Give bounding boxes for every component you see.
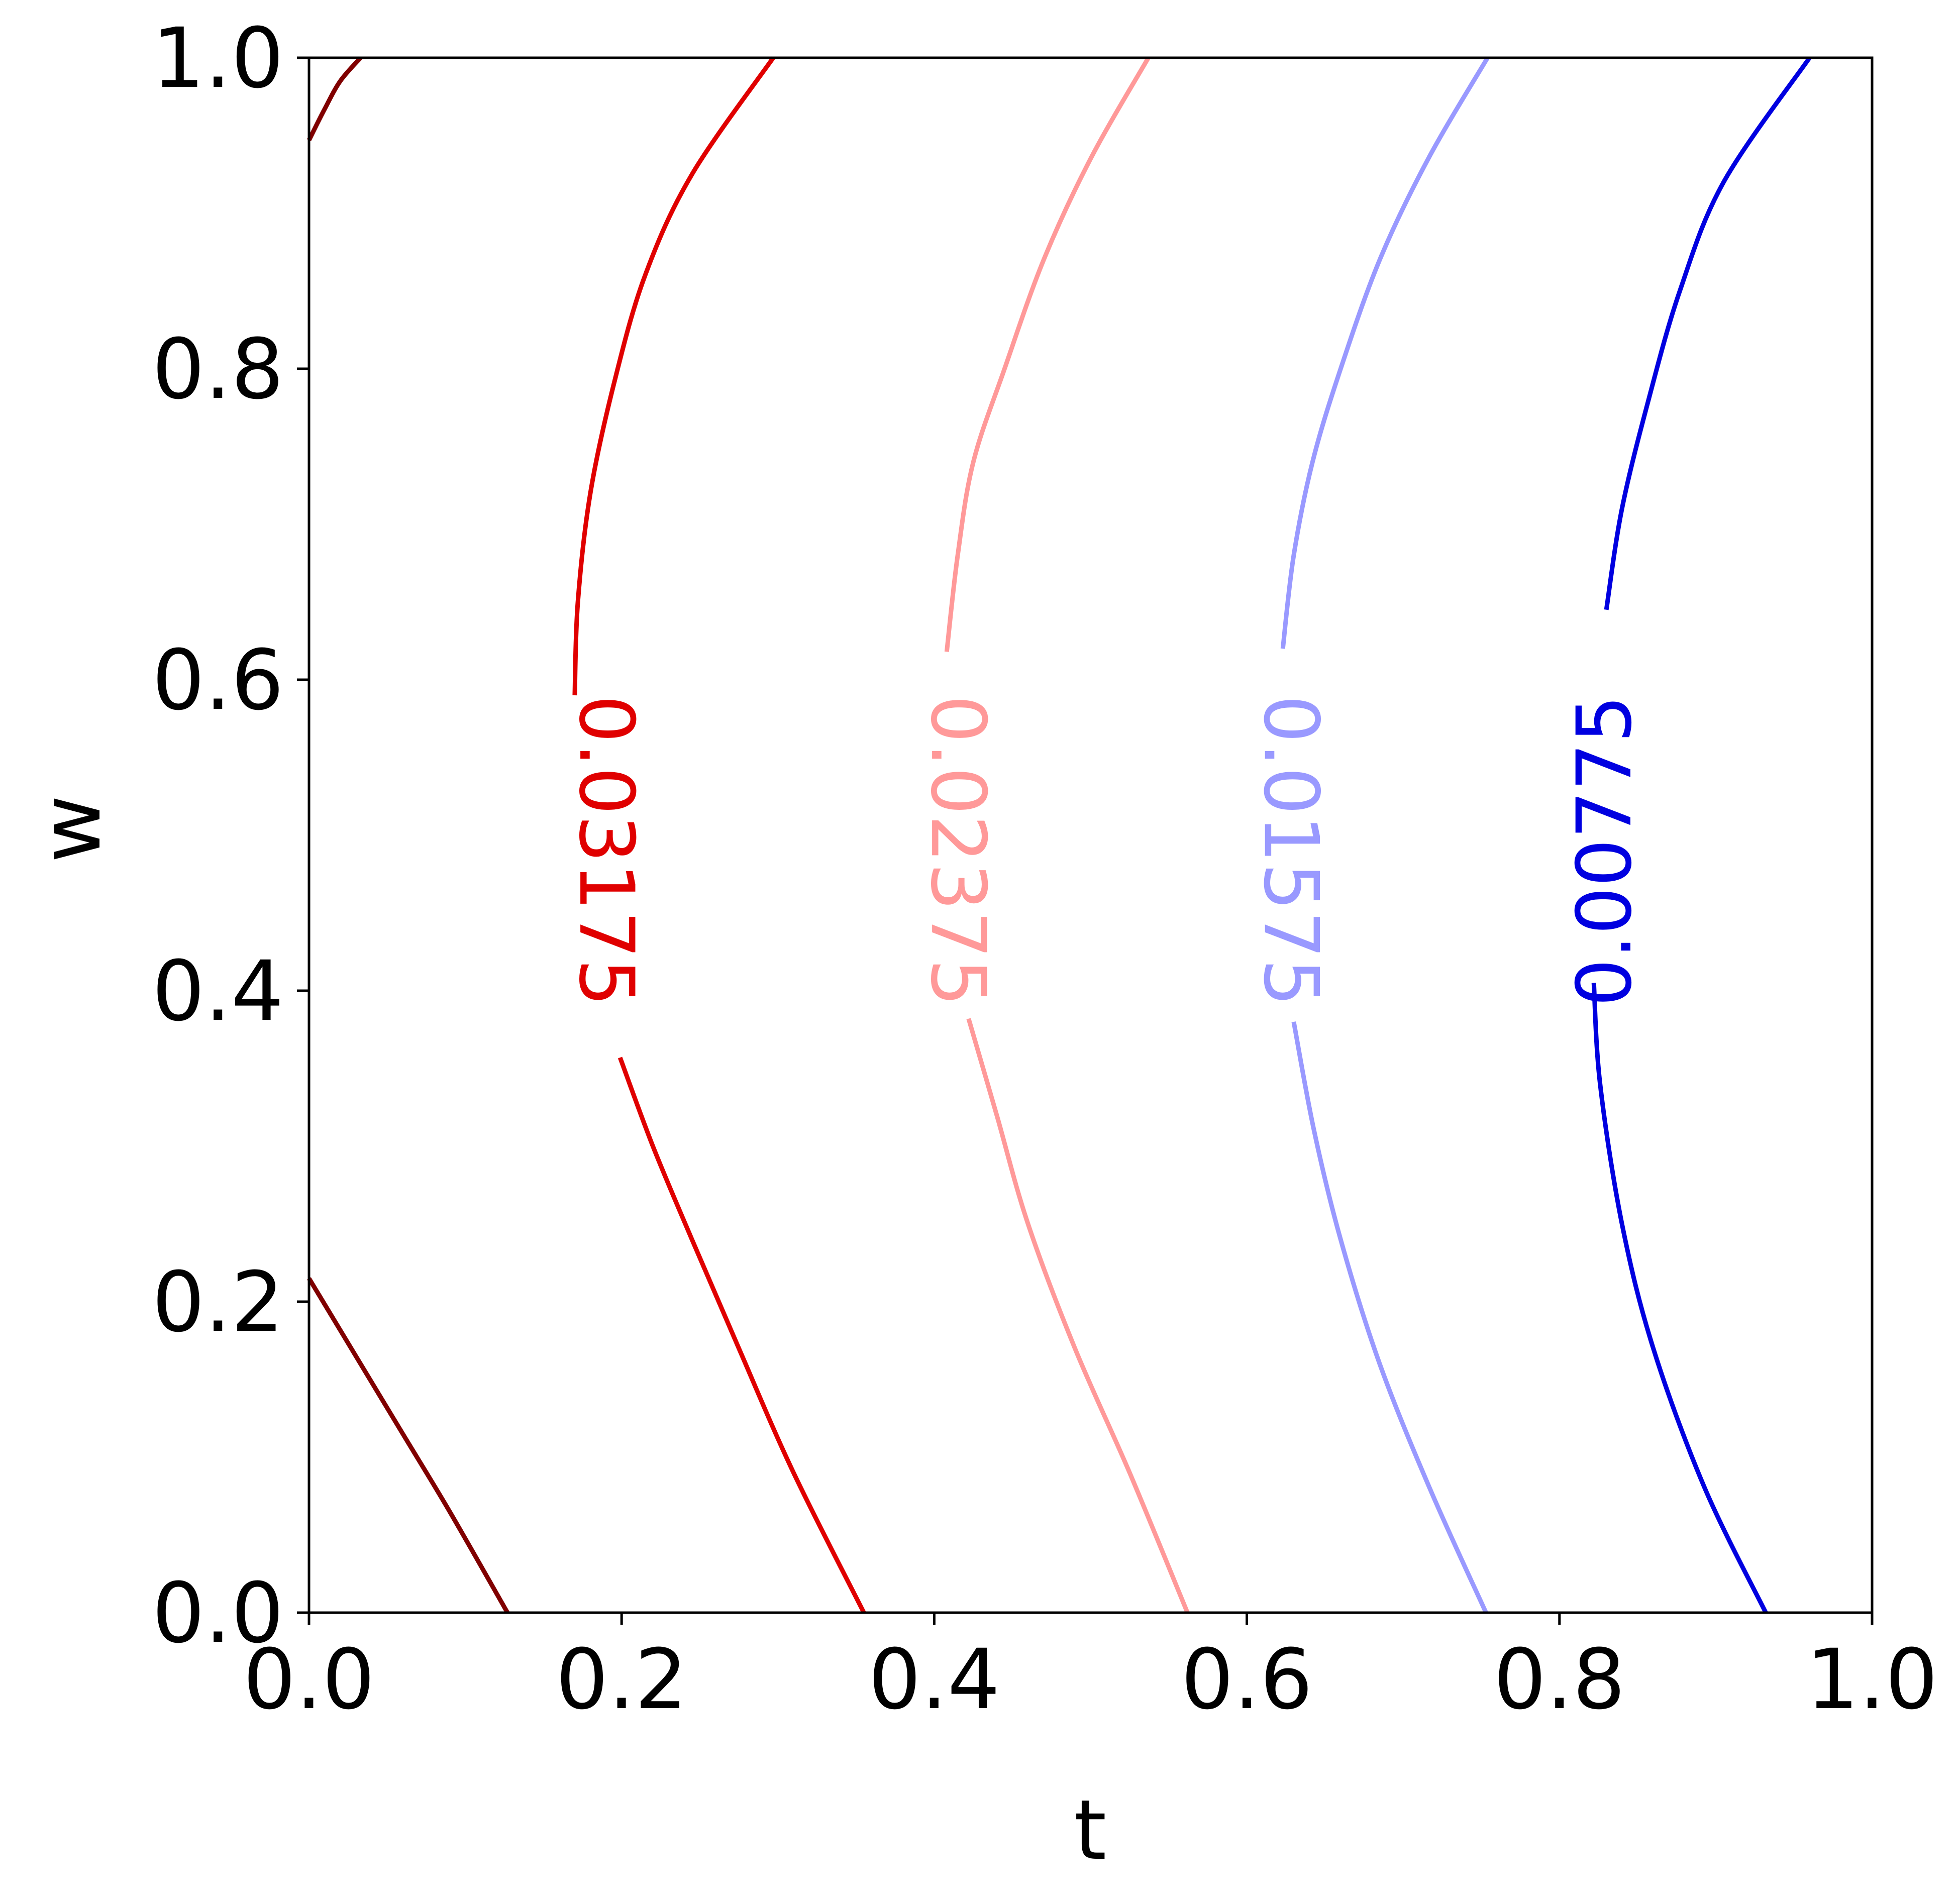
contour-lines — [306, 56, 1812, 1614]
contour-line — [307, 1277, 510, 1614]
y-axis-label: w — [23, 795, 119, 863]
x-tick-label: 0.2 — [556, 1631, 687, 1728]
contour-label: 0.01575 — [1247, 695, 1334, 1006]
x-tick-label: 0.6 — [1181, 1631, 1312, 1728]
y-tick-label: 0.4 — [152, 943, 284, 1039]
y-tick-label: 0.6 — [152, 632, 284, 728]
y-tick-label: 1.0 — [152, 10, 284, 107]
contour-line — [306, 56, 363, 142]
contour-line — [1291, 1021, 1488, 1614]
x-tick-label: 0.8 — [1494, 1631, 1625, 1728]
contour-line — [944, 56, 1151, 652]
x-tick-label: 1.0 — [1806, 1631, 1938, 1728]
contour-line — [1280, 56, 1490, 649]
contour-line — [572, 56, 775, 696]
x-tick-label: 0.0 — [243, 1631, 375, 1728]
contour-line — [1604, 56, 1812, 610]
y-tick-label: 0.2 — [152, 1254, 284, 1350]
x-axis-label: t — [1074, 1782, 1107, 1878]
contour-label: 0.03175 — [562, 695, 650, 1006]
contour-label: 0.02375 — [914, 695, 1001, 1006]
contour-line — [966, 1018, 1190, 1614]
y-tick-label: 0.8 — [152, 321, 284, 417]
plot-frame — [307, 56, 1874, 1614]
contour-line — [617, 1057, 866, 1614]
y-tick-label: 0.0 — [152, 1565, 284, 1661]
contour-labels: 0.03175 0.02375 0.01575 0.00775 — [562, 695, 1648, 1006]
contour-line — [1591, 983, 1768, 1614]
x-tick-label: 0.4 — [868, 1631, 1000, 1728]
axis-ticks: 0.0 0.2 0.4 0.6 0.8 1.0 0.0 0.2 0.4 0.6 0.8 1.0 — [152, 10, 1938, 1728]
plot-area — [306, 56, 1812, 1614]
contour-label: 0.00775 — [1561, 695, 1648, 1006]
